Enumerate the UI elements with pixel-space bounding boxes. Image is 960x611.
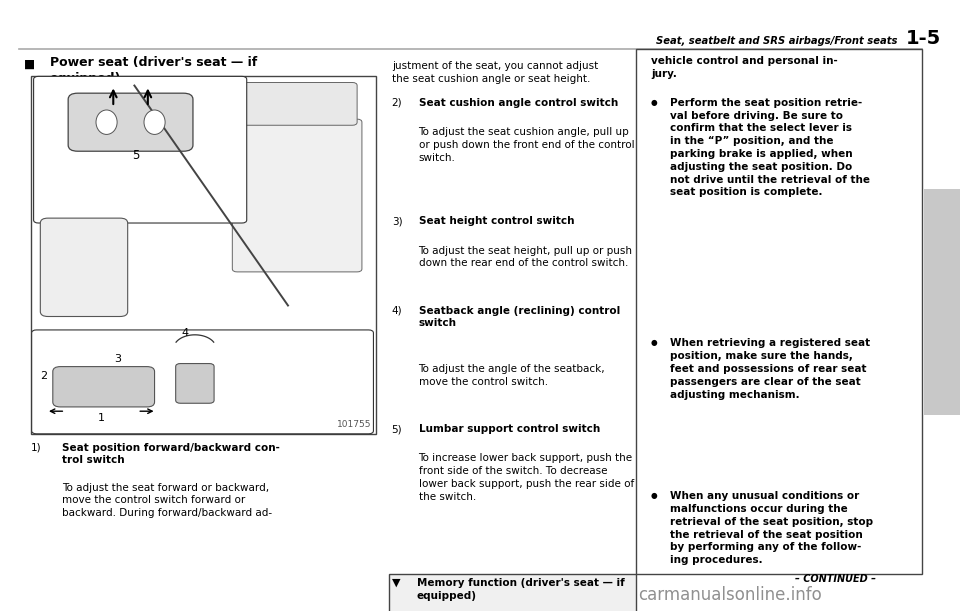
Text: ■: ■ bbox=[24, 58, 36, 71]
Text: 2: 2 bbox=[40, 371, 48, 381]
Text: ●: ● bbox=[651, 491, 658, 500]
Text: justment of the seat, you cannot adjust
the seat cushion angle or seat height.: justment of the seat, you cannot adjust … bbox=[392, 61, 598, 84]
Text: 4: 4 bbox=[181, 328, 189, 338]
Ellipse shape bbox=[96, 110, 117, 134]
Text: 101755: 101755 bbox=[337, 420, 372, 429]
Text: 5: 5 bbox=[132, 149, 139, 163]
FancyBboxPatch shape bbox=[40, 218, 128, 316]
Text: Seatback angle (reclining) control
switch: Seatback angle (reclining) control switc… bbox=[419, 306, 620, 328]
Text: carmanualsonline.info: carmanualsonline.info bbox=[637, 586, 822, 604]
FancyBboxPatch shape bbox=[237, 82, 357, 125]
FancyBboxPatch shape bbox=[68, 93, 193, 151]
Ellipse shape bbox=[144, 110, 165, 134]
Text: 5): 5) bbox=[392, 424, 402, 434]
Text: To increase lower back support, push the
front side of the switch. To decrease
l: To increase lower back support, push the… bbox=[419, 453, 634, 502]
Text: To adjust the seat forward or backward,
move the control switch forward or
backw: To adjust the seat forward or backward, … bbox=[62, 483, 273, 518]
FancyBboxPatch shape bbox=[232, 119, 362, 272]
Text: 2): 2) bbox=[392, 98, 402, 108]
Text: When any unusual conditions or
malfunctions occur during the
retrieval of the se: When any unusual conditions or malfuncti… bbox=[670, 491, 874, 565]
Text: To adjust the seat cushion angle, pull up
or push down the front end of the cont: To adjust the seat cushion angle, pull u… bbox=[419, 127, 635, 163]
Text: 4): 4) bbox=[392, 306, 402, 315]
Text: Seat height control switch: Seat height control switch bbox=[419, 216, 574, 226]
FancyBboxPatch shape bbox=[53, 367, 155, 407]
FancyBboxPatch shape bbox=[34, 76, 247, 223]
Text: When retrieving a registered seat
position, make sure the hands,
feet and posses: When retrieving a registered seat positi… bbox=[670, 338, 870, 400]
Text: 3: 3 bbox=[114, 354, 122, 364]
Text: Seat cushion angle control switch: Seat cushion angle control switch bbox=[419, 98, 618, 108]
Text: Memory function (driver's seat — if
equipped): Memory function (driver's seat — if equi… bbox=[417, 578, 624, 601]
Text: Lumbar support control switch: Lumbar support control switch bbox=[419, 424, 600, 434]
FancyBboxPatch shape bbox=[31, 76, 376, 434]
Text: ●: ● bbox=[651, 338, 658, 348]
Text: Perform the seat position retrie-
val before driving. Be sure to
confirm that th: Perform the seat position retrie- val be… bbox=[670, 98, 870, 197]
FancyBboxPatch shape bbox=[32, 330, 373, 434]
Text: To adjust the angle of the seatback,
move the control switch.: To adjust the angle of the seatback, mov… bbox=[419, 364, 605, 387]
Text: vehicle control and personal in-
jury.: vehicle control and personal in- jury. bbox=[651, 56, 838, 79]
Text: 1): 1) bbox=[31, 443, 41, 453]
Text: Power seat (driver's seat — if
equipped): Power seat (driver's seat — if equipped) bbox=[50, 56, 257, 85]
Text: Seat position forward/backward con-
trol switch: Seat position forward/backward con- trol… bbox=[62, 443, 280, 466]
Text: Seat, seatbelt and SRS airbags/Front seats: Seat, seatbelt and SRS airbags/Front sea… bbox=[656, 36, 898, 46]
Text: ●: ● bbox=[651, 98, 658, 107]
Text: 1-5: 1-5 bbox=[905, 29, 941, 48]
Text: To adjust the seat height, pull up or push
down the rear end of the control swit: To adjust the seat height, pull up or pu… bbox=[419, 246, 633, 268]
Text: ▼: ▼ bbox=[392, 578, 400, 588]
Text: 1: 1 bbox=[98, 414, 106, 423]
FancyBboxPatch shape bbox=[176, 364, 214, 403]
FancyBboxPatch shape bbox=[389, 574, 636, 611]
FancyBboxPatch shape bbox=[924, 189, 960, 415]
FancyBboxPatch shape bbox=[636, 49, 922, 574]
Text: – CONTINUED –: – CONTINUED – bbox=[795, 574, 876, 584]
Text: 3): 3) bbox=[392, 216, 402, 226]
